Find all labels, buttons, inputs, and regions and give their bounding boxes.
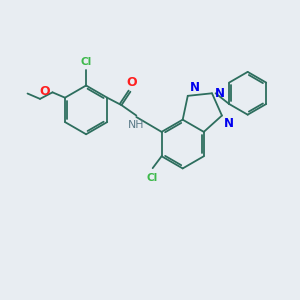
Text: Cl: Cl: [146, 172, 158, 183]
Text: Cl: Cl: [80, 57, 92, 67]
Text: N: N: [224, 117, 234, 130]
Text: O: O: [40, 85, 50, 98]
Text: N: N: [214, 87, 224, 100]
Text: O: O: [127, 76, 137, 89]
Text: NH: NH: [128, 120, 144, 130]
Text: N: N: [190, 81, 200, 94]
